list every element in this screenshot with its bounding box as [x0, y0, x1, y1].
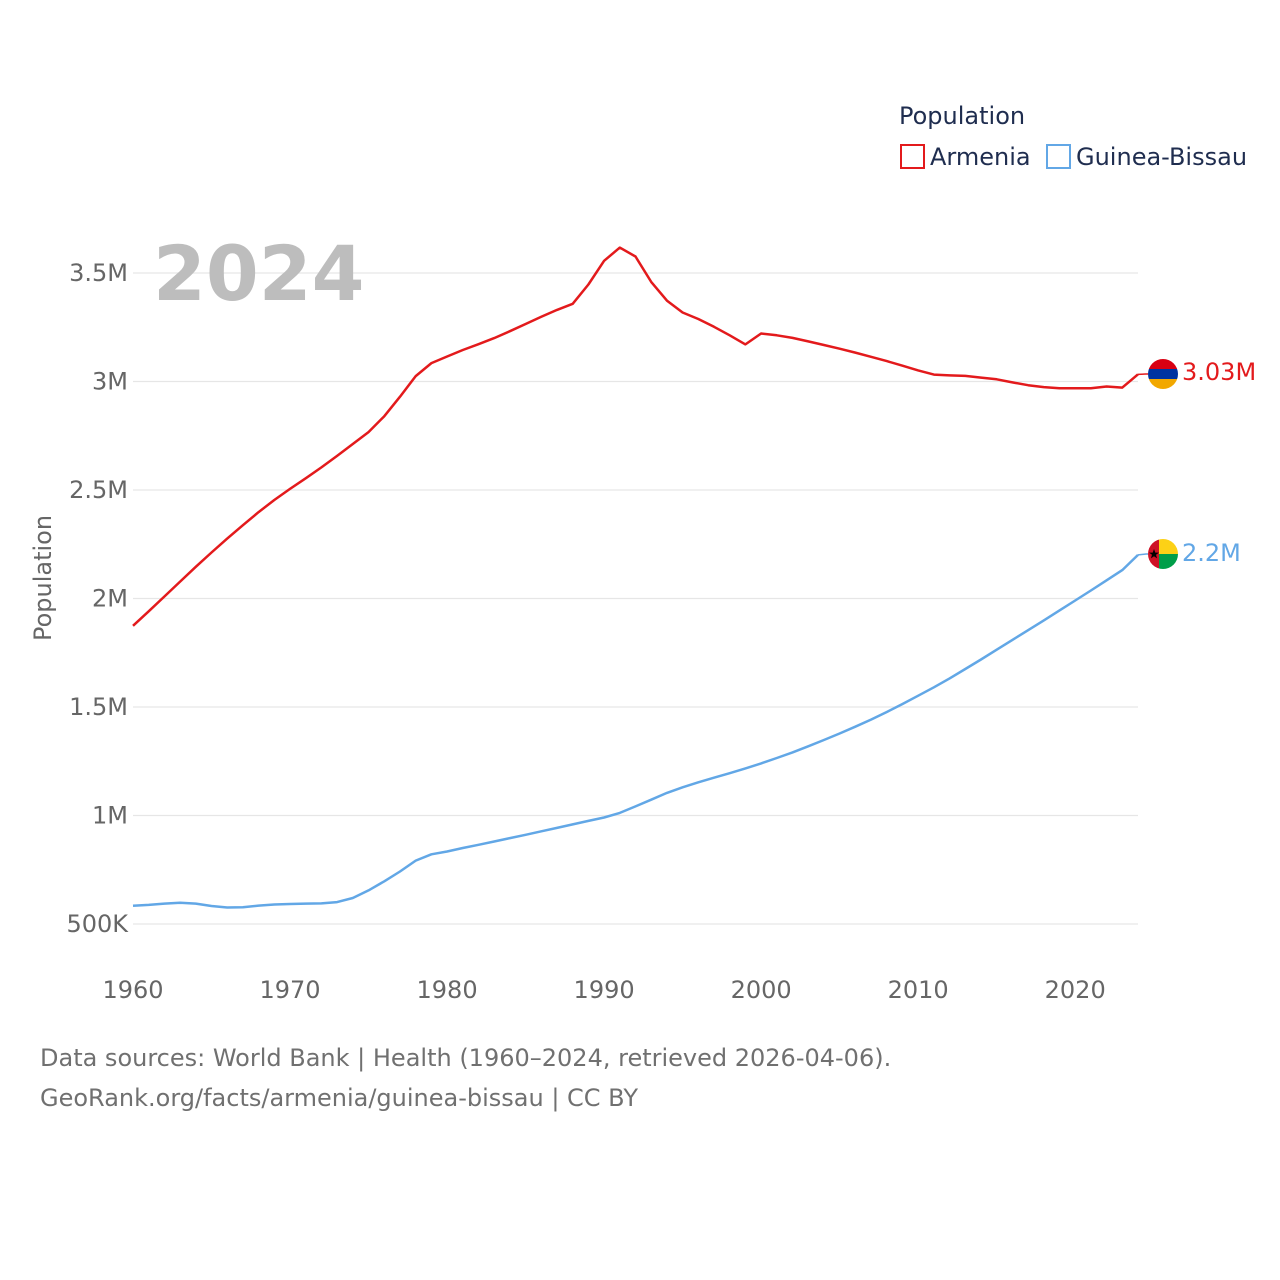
- y-tick-label: 3M: [92, 368, 128, 396]
- x-tick-label: 1970: [259, 976, 320, 1004]
- legend-title: Population: [899, 102, 1025, 130]
- y-tick-label: 2M: [92, 585, 128, 613]
- guinea-bissau-flag-icon: [1148, 539, 1178, 569]
- legend-swatch-guinea-bissau: [1046, 144, 1071, 169]
- legend-label-armenia: Armenia: [930, 143, 1031, 171]
- legend-swatch-armenia: [900, 144, 925, 169]
- y-tick-label: 3.5M: [69, 259, 128, 287]
- footer-sources: Data sources: World Bank | Health (1960–…: [40, 1044, 892, 1072]
- x-tick-label: 1960: [102, 976, 163, 1004]
- y-tick-label: 2.5M: [69, 476, 128, 504]
- series-line-armenia: [132, 246, 1139, 627]
- footer-attribution[interactable]: GeoRank.org/facts/armenia/guinea-bissau …: [40, 1084, 638, 1112]
- x-tick-label: 2010: [888, 976, 949, 1004]
- gridlines: [133, 272, 1138, 925]
- legend-label-guinea-bissau: Guinea-Bissau: [1076, 143, 1247, 171]
- y-tick-label: 1.5M: [69, 693, 128, 721]
- x-tick-label: 1980: [417, 976, 478, 1004]
- y-axis-ticks: 500K 1M 1.5M 2M 2.5M 3M 3.5M: [66, 259, 129, 938]
- guinea-bissau-end-value-label: 2.2M: [1182, 539, 1241, 567]
- legend: Population Armenia Guinea-Bissau: [899, 102, 1247, 171]
- y-tick-label: 500K: [66, 910, 129, 938]
- series-line-guinea-bissau: [132, 554, 1139, 909]
- x-tick-label: 2000: [731, 976, 792, 1004]
- y-axis-title: Population: [29, 515, 57, 641]
- x-tick-label: 1990: [574, 976, 635, 1004]
- y-tick-label: 1M: [92, 802, 128, 830]
- end-connector-guinea-bissau: [1137, 553, 1148, 556]
- x-tick-label: 2020: [1045, 976, 1106, 1004]
- series-lines: [132, 246, 1148, 909]
- armenia-flag-icon: [1148, 359, 1178, 389]
- armenia-end-value-label: 3.03M: [1182, 358, 1256, 386]
- x-axis-ticks: 1960 1970 1980 1990 2000 2010 2020: [102, 976, 1105, 1004]
- year-label: 2024: [153, 229, 365, 318]
